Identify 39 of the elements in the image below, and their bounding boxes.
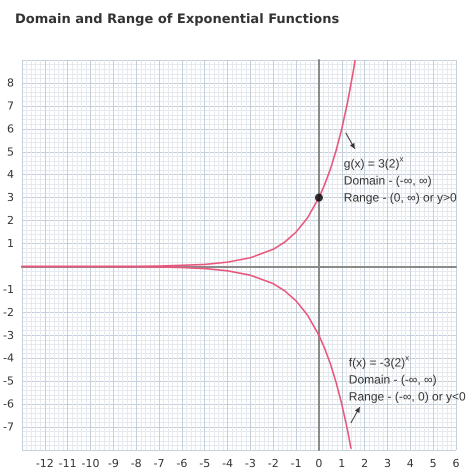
y-tick-label: -4 xyxy=(3,352,14,365)
x-tick-label: -12 xyxy=(36,457,54,469)
annotation: Range - (0, ∞) or y>0 xyxy=(344,190,458,204)
x-tick-label: -3 xyxy=(244,457,256,469)
y-tick-label: 4 xyxy=(6,168,14,182)
x-tick-label: 3 xyxy=(384,457,391,469)
annotation: Domain - (-∞, ∞) xyxy=(348,372,437,387)
annotation: Domain - (-∞, ∞) xyxy=(344,173,432,188)
y-tick-label: 2 xyxy=(6,214,14,228)
x-tick-label: 6 xyxy=(452,457,460,469)
x-tick-label: -2 xyxy=(268,457,279,469)
x-tick-label: -6 xyxy=(176,457,188,469)
y-tick-label: -5 xyxy=(3,374,14,388)
x-tick-label: -8 xyxy=(130,457,142,469)
y-tick-label: 5 xyxy=(6,145,14,158)
y-tick-label: -6 xyxy=(3,398,14,411)
y-tick-label: 6 xyxy=(6,122,14,136)
x-tick-label: -1 xyxy=(290,457,302,469)
x-tick-label: -5 xyxy=(199,457,210,469)
y-tick-label: 1 xyxy=(6,237,14,250)
x-tick-label: 4 xyxy=(406,457,414,469)
x-tick-label: -7 xyxy=(154,457,165,469)
annotation: Range - (-∞, 0) or y<0 xyxy=(348,390,466,404)
x-tick-label: 1 xyxy=(338,457,346,469)
x-tick-label: -9 xyxy=(108,457,119,469)
y-tick-label: 8 xyxy=(6,76,14,90)
x-tick-label: -11 xyxy=(58,457,77,469)
y-tick-label: 7 xyxy=(6,99,14,112)
x-tick-label: -4 xyxy=(222,457,234,469)
chart-title: Domain and Range of Exponential Functions xyxy=(15,12,340,27)
x-tick-label: 2 xyxy=(361,457,368,469)
y-tick-label: -3 xyxy=(3,328,14,342)
y-tick-label: -1 xyxy=(3,282,14,296)
x-tick-label: 5 xyxy=(430,457,437,469)
x-tick-label: 0 xyxy=(315,457,322,469)
y-tick-label: -2 xyxy=(3,306,14,319)
x-tick-label: -10 xyxy=(82,457,100,469)
y-tick-label: 3 xyxy=(6,191,14,204)
y-tick-label: -7 xyxy=(3,420,14,434)
